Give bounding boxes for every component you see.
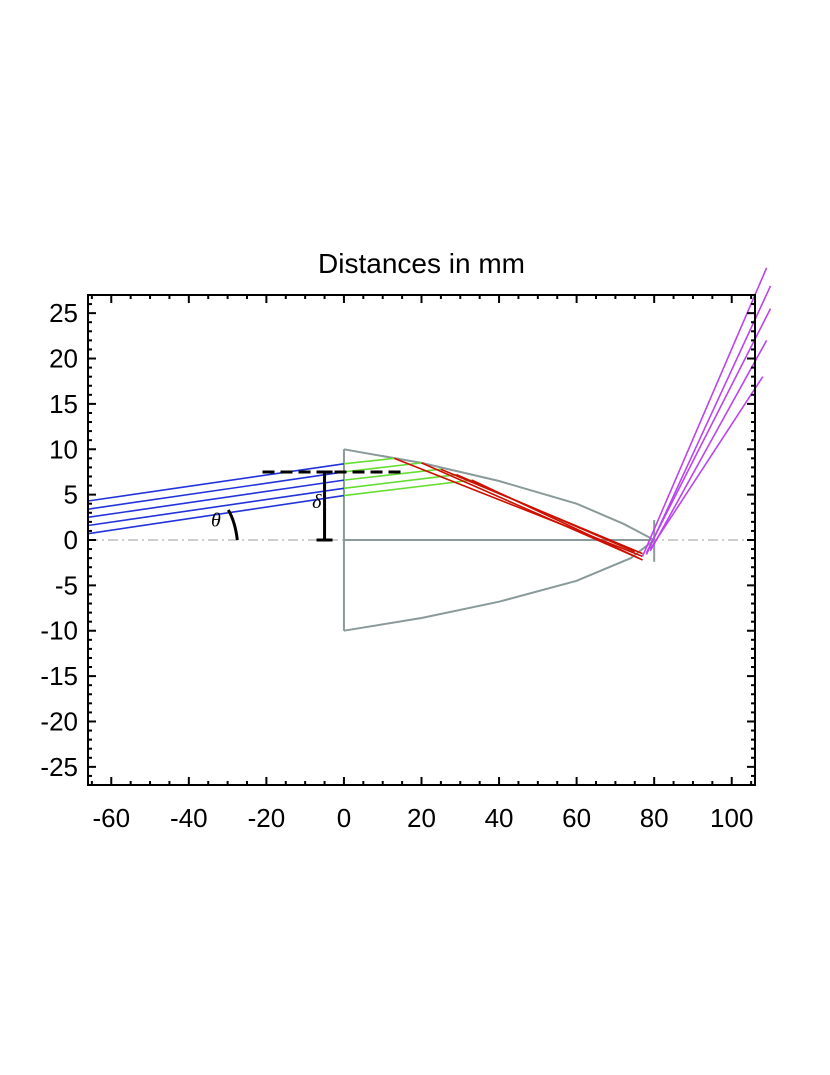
series-reflected-rays [394, 457, 643, 561]
ray-1-1 [87, 462, 345, 502]
ray-4-5 [649, 376, 764, 550]
series-incoming-rays [87, 462, 345, 535]
x-tick-label: -40 [170, 803, 208, 833]
x-tick-label: -60 [92, 803, 130, 833]
lens-lower-surface [343, 539, 655, 632]
y-tick-label: -25 [40, 752, 78, 782]
incidence-angle-label: θ [211, 509, 221, 531]
ray-height-offset-label: δ [312, 491, 322, 513]
x-tick-label: 100 [710, 803, 753, 833]
ray-4-1 [641, 267, 768, 557]
ray-2-5 [343, 479, 473, 497]
ray-4-4 [649, 339, 768, 552]
ray-1-2 [87, 471, 345, 510]
y-tick-label: 20 [49, 344, 78, 374]
ray-3-5 [471, 479, 643, 561]
x-tick-label: -20 [248, 803, 286, 833]
ray-4-3 [645, 308, 772, 554]
ray-1-5 [87, 494, 345, 535]
y-tick-label: 10 [49, 434, 78, 464]
lens-upper-surface [343, 448, 655, 541]
x-tick-label: 0 [337, 803, 351, 833]
y-tick-label: 25 [49, 298, 78, 328]
ray-3-2 [421, 462, 639, 559]
ray-1-3 [87, 479, 345, 519]
series-output-rays [641, 267, 772, 557]
chart-title: Distances in mm [318, 248, 525, 279]
ray-1-4 [87, 487, 345, 527]
y-tick-label: 5 [64, 480, 78, 510]
ray-4-2 [645, 285, 772, 555]
ray-3-1 [394, 457, 643, 558]
y-tick-label: 15 [49, 389, 78, 419]
x-tick-label: 20 [407, 803, 436, 833]
y-tick-label: 0 [64, 525, 78, 555]
ray-2-4 [343, 473, 457, 490]
y-tick-label: -10 [40, 616, 78, 646]
x-tick-label: 40 [485, 803, 514, 833]
x-tick-label: 60 [562, 803, 591, 833]
y-tick-label: -20 [40, 706, 78, 736]
theta-arc [226, 509, 239, 541]
y-tick-label: -5 [55, 570, 78, 600]
ray-2-1 [343, 457, 395, 465]
y-tick-label: -15 [40, 661, 78, 691]
x-tick-label: 80 [640, 803, 669, 833]
